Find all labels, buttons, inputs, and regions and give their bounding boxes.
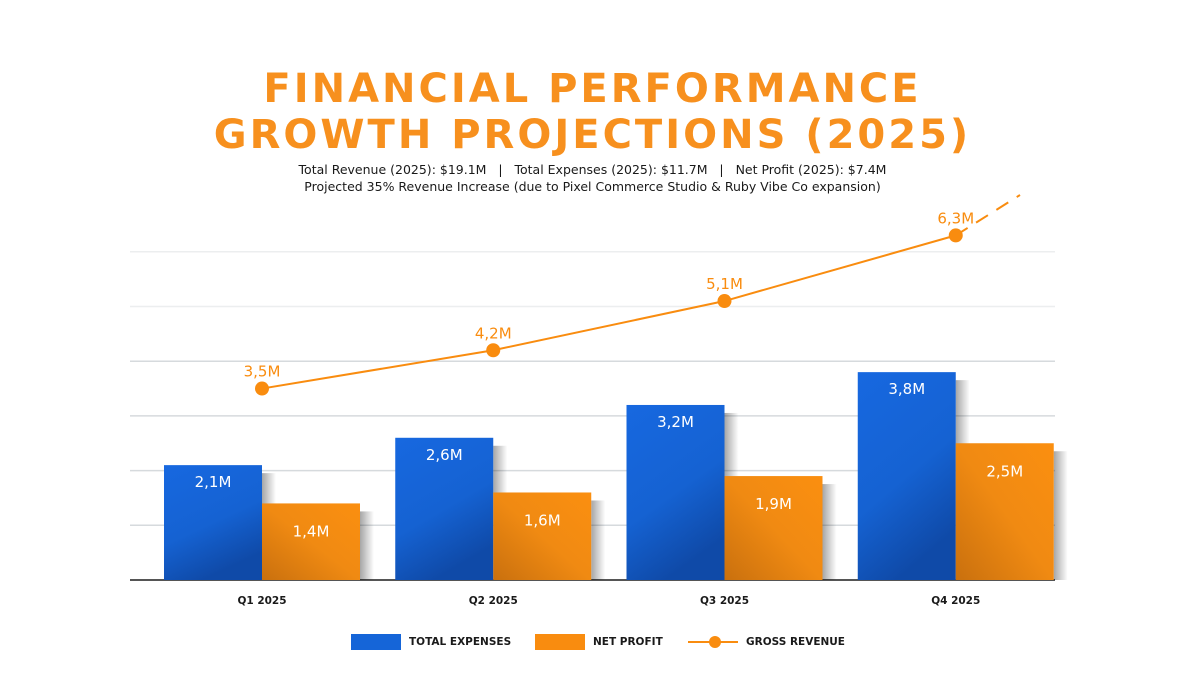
bar-shadow [591, 500, 606, 580]
x-tick-label: Q4 2025 [931, 595, 980, 607]
bar-shadow [360, 511, 374, 580]
bar-net-profit [262, 503, 360, 580]
bar-label-total-expenses: 2,6M [426, 446, 463, 464]
gross-revenue-label: 5,1M [706, 275, 743, 293]
x-tick-label: Q1 2025 [237, 595, 286, 607]
bar-shadow [822, 484, 837, 580]
gross-revenue-label: 4,2M [475, 324, 512, 342]
bar-label-net-profit: 1,4M [293, 522, 330, 540]
gross-revenue-line [261, 234, 957, 390]
line-with-dot-icon [688, 636, 738, 648]
summary-totals: Total Revenue (2025): $19.1M | Total Exp… [298, 162, 887, 177]
bar-total-expenses [395, 437, 494, 580]
bar-label-net-profit: 1,9M [755, 495, 792, 513]
orange-swatch-icon [535, 634, 585, 650]
bar-net-profit [955, 443, 1054, 580]
bar-label-net-profit: 2,5M [986, 462, 1023, 480]
chart-title-line-2: GROWTH PROJECTIONS (2025) [213, 112, 972, 158]
legend-item-gross-revenue: GROSS REVENUE [688, 634, 845, 650]
legend-item-total-expenses: TOTAL EXPENSES [351, 634, 511, 650]
gross-revenue-point [255, 381, 269, 396]
bar-label-net-profit: 1,6M [524, 511, 561, 529]
bar-label-total-expenses: 2,1M [195, 473, 232, 491]
x-tick-label: Q2 2025 [469, 595, 518, 607]
gross-revenue-point [948, 228, 963, 243]
gross-revenue-point [486, 343, 501, 358]
bar-label-total-expenses: 3,2M [657, 413, 694, 431]
bar-total-expenses [164, 465, 262, 580]
bar-net-profit [724, 476, 823, 580]
bar-shadow [1053, 451, 1068, 580]
legend-label: NET PROFIT [593, 636, 663, 648]
gross-revenue-projection-dashed [955, 194, 1021, 237]
bar-label-total-expenses: 3,8M [888, 380, 925, 398]
legend-label: TOTAL EXPENSES [409, 636, 512, 648]
blue-swatch-icon [351, 634, 401, 650]
chart-title-line-1: FINANCIAL PERFORMANCE [263, 66, 922, 112]
bar-total-expenses [857, 372, 956, 580]
legend-item-net-profit: NET PROFIT [535, 634, 663, 650]
legend-label: GROSS REVENUE [746, 636, 845, 648]
chart-legend: TOTAL EXPENSES NET PROFIT GROSS REVENUE [0, 634, 1185, 654]
gross-revenue-label: 3,5M [244, 363, 281, 381]
gross-revenue-point [717, 294, 732, 309]
projection-note: Projected 35% Revenue Increase (due to P… [304, 179, 881, 194]
x-tick-label: Q3 2025 [700, 595, 749, 607]
bar-total-expenses [626, 404, 725, 580]
bar-net-profit [493, 492, 592, 580]
gross-revenue-label: 6,3M [937, 209, 974, 227]
